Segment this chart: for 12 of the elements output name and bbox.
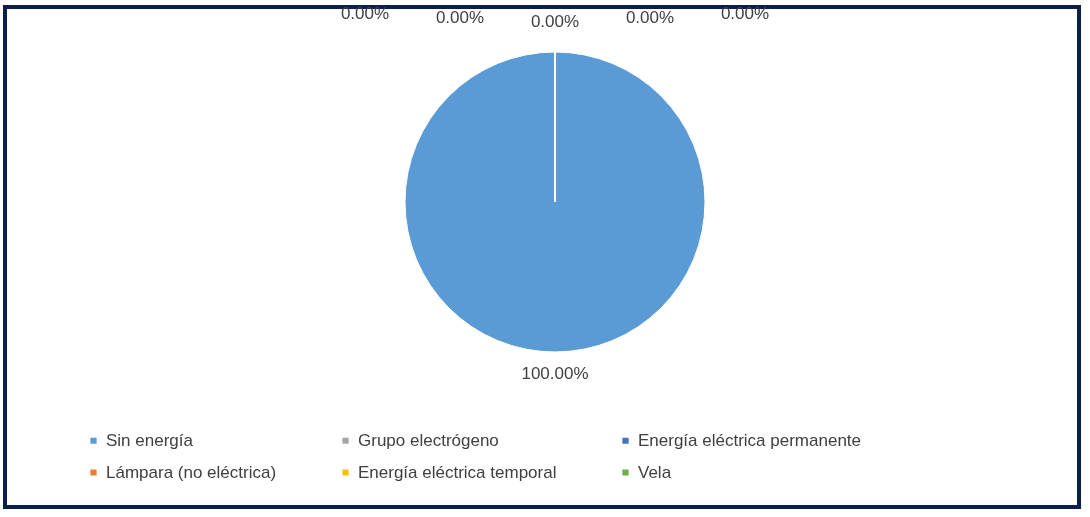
legend-label: Lámpara (no eléctrica)	[106, 462, 277, 482]
text: 0.00%	[435, 8, 485, 27]
text: 0.00%	[340, 4, 390, 23]
legend-label: Sin energía	[106, 430, 194, 450]
legend-label: Energía eléctrica permanente	[638, 430, 862, 450]
text: 0.00%	[625, 8, 675, 27]
data-label: 100.00%	[521, 364, 589, 383]
text: 0.00%	[720, 4, 770, 23]
legend-label: Grupo electrógeno	[358, 430, 499, 450]
text: 0.00%	[530, 12, 580, 31]
legend-label: Energía eléctrica temporal	[358, 462, 557, 482]
legend-label: Vela	[638, 462, 672, 482]
